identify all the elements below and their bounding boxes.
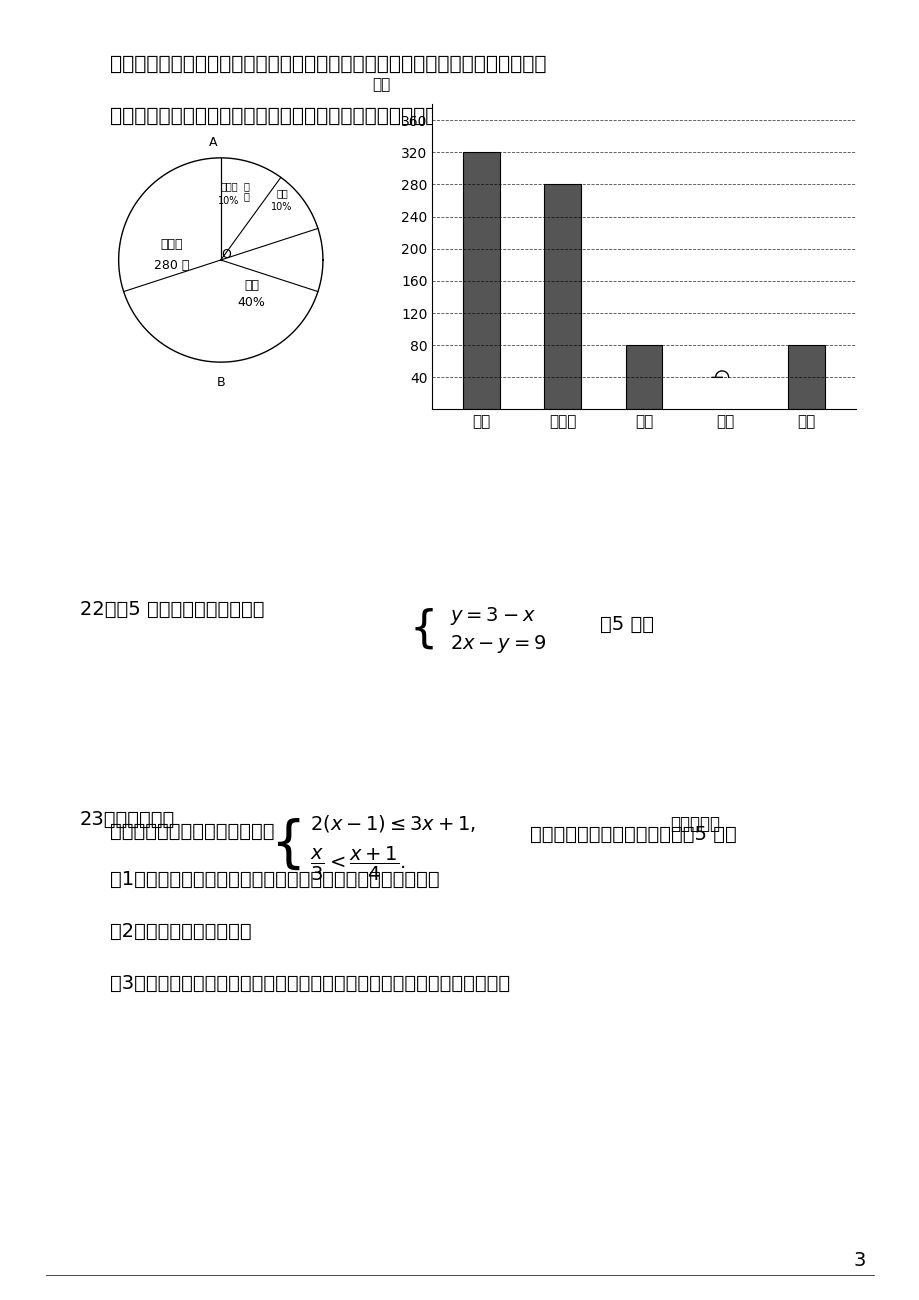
- Text: $\dfrac{x}{3}<\dfrac{x+1}{4}.$: $\dfrac{x}{3}<\dfrac{x+1}{4}.$: [310, 845, 405, 883]
- Text: $y = 3-x$: $y = 3-x$: [449, 604, 536, 627]
- Text: O: O: [221, 248, 231, 261]
- Text: （3）请根据此项调查，对该区在街道两边种植哪种树提出一条合理化建议．: （3）请根据此项调查，对该区在街道两边种植哪种树提出一条合理化建议．: [110, 974, 509, 993]
- Text: $2(x-1)\leq 3x+1,$: $2(x-1)\leq 3x+1,$: [310, 812, 475, 835]
- Text: 10%: 10%: [271, 202, 292, 212]
- Text: A: A: [210, 136, 218, 150]
- Bar: [625, 346, 662, 410]
- Text: 树: 树: [244, 191, 249, 202]
- Text: 柳: 柳: [244, 182, 249, 191]
- Text: 香樟、杨树，种植哪种树取决于居民的喜爱情况．为此，政府派出社会调查小组在: 香樟、杨树，种植哪种树取决于居民的喜爱情况．为此，政府派出社会调查小组在: [110, 55, 546, 74]
- Text: 22．（5 分）用代入法解方程组: 22．（5 分）用代入法解方程组: [80, 601, 265, 619]
- Text: 3: 3: [853, 1251, 866, 1270]
- Text: 23、解不等式组: 23、解不等式组: [80, 810, 175, 829]
- Text: 280 人: 280 人: [153, 259, 189, 272]
- Text: {: {: [410, 608, 437, 651]
- Text: 40%: 40%: [237, 296, 265, 309]
- Text: 小叶榕: 小叶榕: [160, 238, 183, 251]
- Text: （5 分）: （5 分）: [599, 615, 653, 634]
- Text: 并将解集在数轴上表示出来．（5 分）: 并将解集在数轴上表示出来．（5 分）: [529, 826, 736, 844]
- Bar: [462, 152, 499, 410]
- Text: 喜爱的树种: 喜爱的树种: [669, 815, 720, 833]
- Text: 香樟: 香樟: [244, 280, 258, 292]
- Text: （1）本次调查了多少名居民？其中喜爱柳树的居民有多少人？: （1）本次调查了多少名居民？其中喜爱柳树的居民有多少人？: [110, 870, 439, 889]
- Bar: [788, 346, 824, 410]
- Text: 本区内随机调查了部分居民，并将结果绘制成如下扇形统计图和条形统计图．: 本区内随机调查了部分居民，并将结果绘制成如下扇形统计图和条形统计图．: [110, 107, 522, 126]
- Bar: [544, 185, 580, 410]
- Text: B: B: [216, 376, 225, 389]
- Text: 梧桐树: 梧桐树: [220, 182, 237, 191]
- Text: 10%: 10%: [218, 196, 239, 205]
- Text: $2x-y=9$: $2x-y=9$: [449, 633, 546, 655]
- Text: 杨树: 杨树: [276, 188, 288, 199]
- Text: （2）请补全条形统计图；: （2）请补全条形统计图；: [110, 922, 252, 941]
- Text: 请根据统计图，完成下列问题：: 请根据统计图，完成下列问题：: [110, 822, 274, 841]
- Text: {: {: [269, 818, 305, 872]
- Y-axis label: 人数: 人数: [372, 77, 391, 92]
